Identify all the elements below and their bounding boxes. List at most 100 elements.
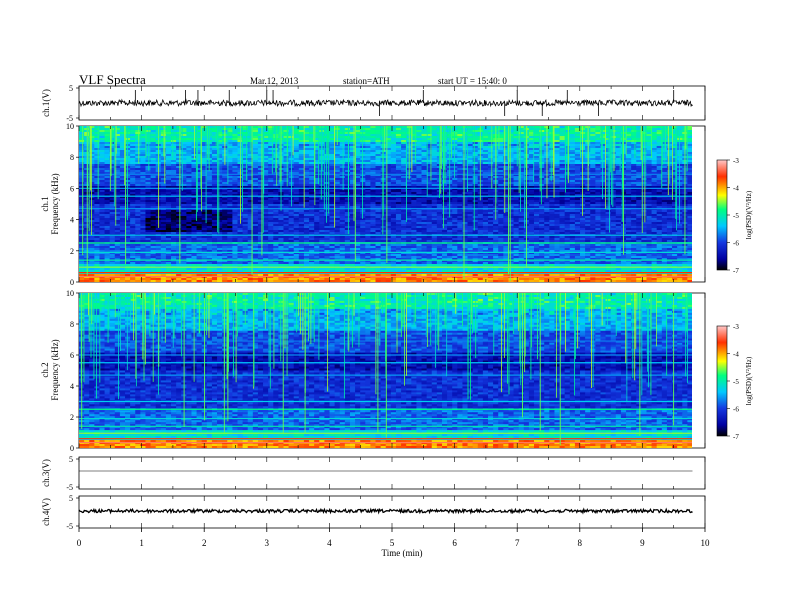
spectrogram-cell: [472, 184, 479, 187]
spectrogram-cell: [590, 190, 596, 193]
spectrogram-cell: [130, 132, 136, 135]
spectrogram-cell: [411, 168, 417, 171]
spectrogram-cell: [518, 158, 525, 161]
spectrogram-cell: [186, 192, 192, 195]
spectrogram-cell: [482, 198, 489, 201]
spectrogram-cell: [370, 162, 376, 165]
spectrogram-cell: [375, 168, 381, 171]
spectrogram-cell: [227, 158, 233, 161]
spectrogram-cell: [232, 206, 238, 209]
spectrogram-cell: [365, 156, 371, 159]
spectrogram-cell: [283, 138, 289, 141]
spectrogram-cell: [242, 164, 248, 167]
spectrogram-cell: [165, 198, 172, 201]
spectrogram-cell: [651, 204, 657, 207]
spectrogram-cell: [176, 126, 182, 129]
spectrogram-cell: [242, 192, 248, 195]
spectrogram-cell: [119, 178, 126, 181]
spectrogram-cell: [257, 148, 264, 151]
spectrogram-cell: [181, 186, 187, 189]
spectrogram-cell: [401, 132, 407, 135]
spectrogram-cell: [252, 204, 259, 207]
spectrogram-cell: [365, 136, 371, 139]
spectrogram-cell: [211, 150, 218, 153]
spectrogram-cell: [641, 164, 647, 167]
spectrogram-cell: [590, 196, 596, 199]
spectrogram-cell: [574, 196, 581, 199]
spectrogram-cell: [94, 126, 100, 129]
spectrogram-cell: [636, 126, 642, 129]
spectrogram-cell: [395, 132, 402, 135]
spectrogram-cell: [263, 142, 269, 145]
spectrogram-cell: [508, 196, 514, 199]
spectrogram-cell: [370, 134, 376, 137]
spectrogram-cell: [79, 202, 85, 205]
spectrogram-cell: [508, 200, 514, 203]
spectrogram-cell: [217, 150, 223, 153]
spectrogram-cell: [554, 144, 560, 147]
spectrogram-cell: [242, 154, 248, 157]
spectrogram-cell: [355, 154, 361, 157]
spectrogram-cell: [319, 202, 325, 205]
spectrogram-cell: [334, 202, 341, 205]
spectrogram-cell: [104, 194, 110, 197]
spectrogram-cell: [355, 192, 361, 195]
spectrogram-cell: [508, 164, 514, 167]
spectrogram-cell: [201, 158, 208, 161]
spectrogram-cell: [498, 126, 504, 129]
spectrogram-cell: [99, 172, 105, 175]
spectrogram-cell: [508, 146, 514, 149]
spectrogram-cell: [411, 180, 417, 183]
spectrogram-cell: [564, 144, 571, 147]
spectrogram-cell: [227, 162, 233, 165]
spectrogram-cell: [119, 184, 126, 187]
spectrogram-cell: [252, 174, 259, 177]
spectrogram-cell: [298, 154, 305, 157]
spectrogram-cell: [574, 156, 581, 159]
spectrogram-cell: [401, 134, 407, 137]
spectrogram-cell: [196, 154, 202, 157]
spectrogram-cell: [109, 186, 116, 189]
spectrogram-cell: [339, 130, 346, 133]
spectrogram-cell: [534, 156, 540, 159]
spectrogram-cell: [569, 154, 576, 157]
spectrogram-cell: [283, 184, 289, 187]
spectrogram-cell: [656, 172, 663, 175]
spectrogram-cell: [528, 132, 535, 135]
spectrogram-cell: [508, 132, 514, 135]
spectrogram-cell: [257, 188, 264, 191]
spectrogram-cell: [467, 150, 473, 153]
spectrogram-cell: [150, 146, 156, 149]
spectrogram-cell: [242, 142, 248, 145]
spectrogram-cell: [160, 190, 167, 193]
spectrogram-cell: [329, 194, 335, 197]
spectrogram-cell: [176, 202, 182, 205]
spectrogram-cell: [89, 142, 95, 145]
spectrogram-cell: [283, 172, 289, 175]
spectrogram-cell: [656, 190, 663, 193]
spectrogram-cell: [165, 134, 172, 137]
spectrogram-cell: [472, 138, 479, 141]
spectrogram-cell: [119, 196, 126, 199]
spectrogram-cell: [564, 156, 571, 159]
spectrogram-cell: [539, 200, 545, 203]
spectrogram-cell: [482, 190, 489, 193]
spectrogram-cell: [339, 170, 346, 173]
spectrogram-cell: [263, 126, 269, 129]
spectrogram-cell: [554, 162, 560, 165]
spectrogram-cell: [145, 184, 151, 187]
spectrogram-cell: [140, 194, 146, 197]
spectrogram-cell: [503, 166, 509, 169]
spectrogram-cell: [191, 198, 197, 201]
spectrogram-cell: [370, 136, 376, 139]
spectrogram-cell: [201, 134, 208, 137]
spectrogram-cell: [666, 200, 673, 203]
spectrogram-cell: [431, 150, 438, 153]
spectrogram-cell: [661, 206, 668, 209]
spectrogram-cell: [421, 132, 427, 135]
spectrogram-cell: [227, 156, 233, 159]
spectrogram-cell: [462, 188, 468, 191]
spectrogram-cell: [165, 136, 172, 139]
spectrogram-cell: [114, 196, 121, 199]
spectrogram-cell: [534, 174, 540, 177]
